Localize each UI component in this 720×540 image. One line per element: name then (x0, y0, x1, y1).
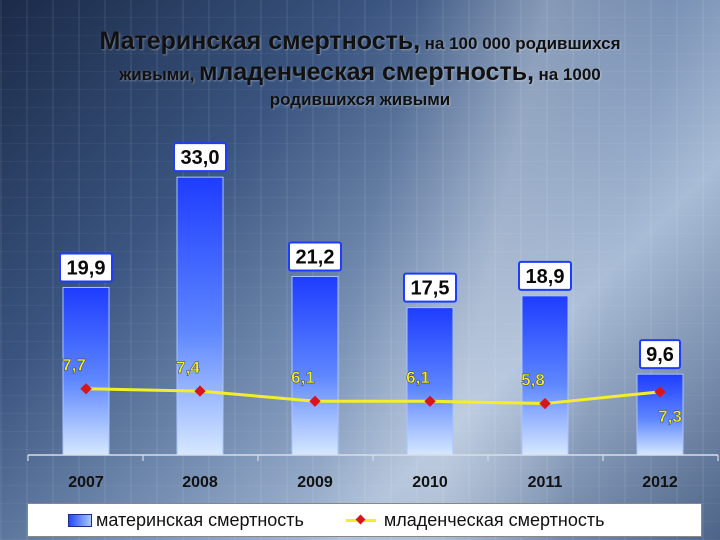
line-point-2011 (539, 397, 551, 410)
title-part-5: на 1000 (538, 65, 601, 85)
legend-label-infant: младенческая смертность (383, 509, 605, 530)
legend-swatch-line (345, 514, 376, 526)
title-part-6: родившихся живыми (269, 89, 451, 109)
x-tick-label: 2008 (182, 474, 218, 491)
title-part-4: младенческая смертность, (198, 58, 535, 87)
line-point-2008 (194, 385, 206, 397)
bar-2011 (521, 295, 569, 456)
bar-2010 (406, 307, 454, 456)
line-point-2012 (654, 386, 666, 398)
x-tick-label: 2012 (642, 474, 678, 491)
bar-2007 (62, 286, 110, 456)
bar-value-label: 9,6 (646, 344, 674, 366)
title-part-3: живыми, (119, 65, 195, 85)
legend-swatch-bar (68, 513, 92, 527)
legend-label-maternal: материнская смертность (96, 509, 304, 530)
title-part-2: на 100 000 родившихся (424, 34, 621, 53)
line-point-2010 (424, 395, 436, 407)
bar-value-box (173, 142, 227, 173)
bar-value-box (59, 252, 113, 283)
x-tick-label: 2009 (297, 474, 333, 491)
title-part-1: Материнская смертность, (99, 27, 421, 55)
bar-value-label: 19,9 (67, 257, 106, 279)
bar-value-box (403, 272, 457, 303)
line-value-label: 7,3 (658, 407, 682, 426)
line-value-label: 7,4 (176, 358, 200, 377)
bar-value-box (639, 339, 681, 370)
line-value-label: 7,7 (62, 356, 86, 375)
x-tick-label: 2007 (68, 474, 104, 491)
line-value-label: 6,1 (291, 368, 315, 387)
infant-mortality-line (85, 387, 661, 406)
line-value-label: 6,1 (406, 368, 430, 387)
legend-item-infant: младенческая смертность (304, 510, 605, 531)
bar-value-box (518, 260, 572, 291)
bar-value-label: 17,5 (411, 278, 450, 300)
bar-value-label: 18,9 (526, 266, 565, 288)
bar-value-box (288, 241, 342, 272)
bar-value-label: 21,2 (296, 246, 335, 268)
chart-title: Материнская смертность, на 100 000 родив… (0, 26, 720, 111)
x-tick-label: 2010 (412, 474, 448, 491)
bar-2009 (291, 275, 339, 456)
legend-item-maternal: материнская смертность (28, 510, 304, 531)
line-value-label: 5,8 (521, 371, 545, 390)
line-point-2009 (309, 395, 321, 407)
bar-value-label: 33,0 (181, 147, 220, 169)
x-tick-label: 2011 (528, 474, 563, 491)
chart-legend: материнская смертность младенческая смер… (27, 503, 702, 537)
bar-2008 (176, 176, 224, 456)
